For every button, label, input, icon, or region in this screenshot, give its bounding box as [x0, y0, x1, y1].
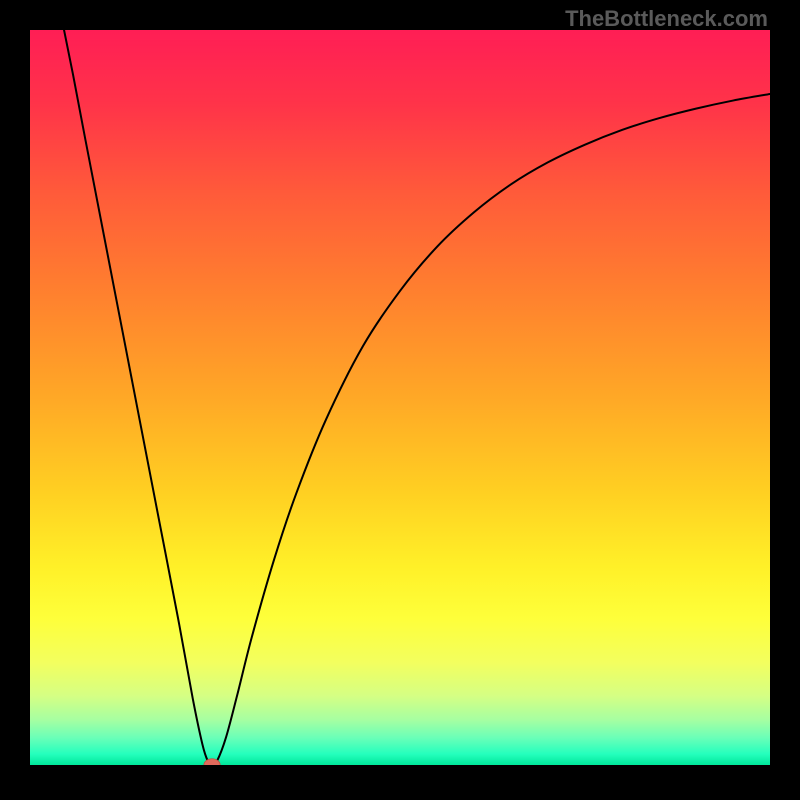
watermark-text: TheBottleneck.com	[565, 6, 768, 32]
plot-svg	[30, 30, 770, 765]
plot-area	[30, 30, 770, 765]
chart-container: TheBottleneck.com	[0, 0, 800, 800]
gradient-background	[30, 30, 770, 765]
